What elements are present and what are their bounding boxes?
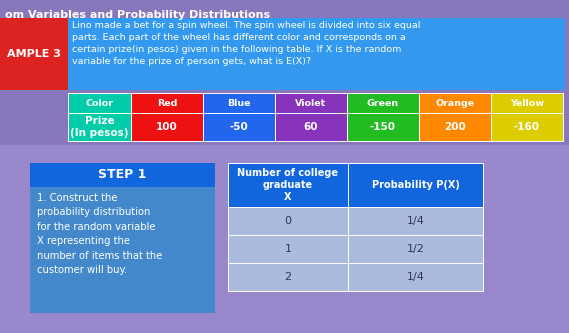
Text: Red: Red [157,99,177,108]
Text: Lino made a bet for a spin wheel. The spin wheel is divided into six equal
parts: Lino made a bet for a spin wheel. The sp… [72,21,420,67]
Text: 1/4: 1/4 [407,272,424,282]
Text: om Variables and Probability Distributions: om Variables and Probability Distributio… [5,10,270,20]
Text: Violet: Violet [295,99,327,108]
FancyBboxPatch shape [203,113,275,141]
FancyBboxPatch shape [0,18,68,90]
FancyBboxPatch shape [348,163,483,207]
FancyBboxPatch shape [275,93,347,113]
Text: 2: 2 [284,272,291,282]
FancyBboxPatch shape [131,113,203,141]
Text: 1/4: 1/4 [407,216,424,226]
FancyBboxPatch shape [228,207,348,235]
Text: Blue: Blue [227,99,251,108]
FancyBboxPatch shape [348,263,483,291]
Text: 60: 60 [304,122,318,132]
FancyBboxPatch shape [491,113,563,141]
FancyBboxPatch shape [30,163,215,187]
Text: -150: -150 [370,122,396,132]
FancyBboxPatch shape [0,145,569,333]
FancyBboxPatch shape [275,113,347,141]
FancyBboxPatch shape [228,235,348,263]
Text: 0: 0 [284,216,291,226]
FancyBboxPatch shape [30,187,215,313]
Text: 1: 1 [284,244,291,254]
FancyBboxPatch shape [348,235,483,263]
Text: -50: -50 [230,122,249,132]
Text: 100: 100 [156,122,178,132]
Text: -160: -160 [514,122,540,132]
Text: Green: Green [367,99,399,108]
FancyBboxPatch shape [347,113,419,141]
FancyBboxPatch shape [228,163,348,207]
FancyBboxPatch shape [419,93,491,113]
FancyBboxPatch shape [203,93,275,113]
FancyBboxPatch shape [419,113,491,141]
Text: Orange: Orange [435,99,475,108]
FancyBboxPatch shape [347,93,419,113]
FancyBboxPatch shape [348,207,483,235]
FancyBboxPatch shape [68,113,131,141]
FancyBboxPatch shape [491,93,563,113]
Text: STEP 1: STEP 1 [98,168,147,181]
Text: Probability P(X): Probability P(X) [372,180,459,190]
Text: AMPLE 3: AMPLE 3 [7,49,61,59]
Text: Prize
(In pesos): Prize (In pesos) [70,116,129,138]
Text: Color: Color [85,99,113,108]
FancyBboxPatch shape [131,93,203,113]
Text: Yellow: Yellow [510,99,544,108]
Text: Number of college
graduate
X: Number of college graduate X [237,167,339,202]
Text: 1. Construct the
probability distribution
for the random variable
X representing: 1. Construct the probability distributio… [37,193,162,275]
FancyBboxPatch shape [68,18,565,90]
Text: 1/2: 1/2 [407,244,424,254]
Text: 200: 200 [444,122,466,132]
FancyBboxPatch shape [228,263,348,291]
FancyBboxPatch shape [68,93,131,113]
